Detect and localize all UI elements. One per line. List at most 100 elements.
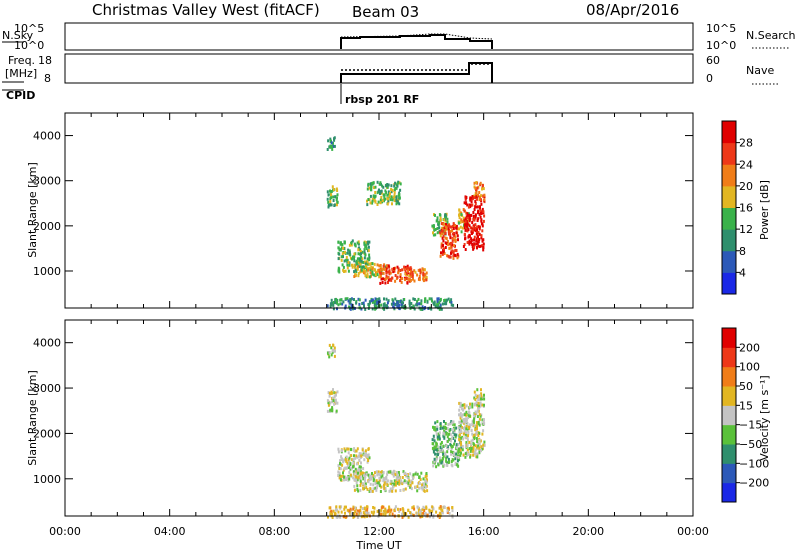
echo-cell (361, 257, 364, 261)
colorbar-tick-label: −200 (739, 477, 769, 490)
echo-cell (422, 505, 425, 509)
echo-cell (397, 198, 400, 202)
echo-cell (378, 476, 381, 480)
echo-cell (472, 421, 475, 425)
echo-cell (405, 481, 408, 485)
echo-cell (372, 194, 375, 198)
echo-cell (448, 460, 451, 464)
echo-cell (474, 393, 477, 397)
echo-cell (366, 275, 369, 279)
freq-label-line1: Freq. (8, 54, 35, 67)
echo-cell (387, 281, 389, 284)
echo-cell (439, 442, 442, 446)
echo-cell (333, 203, 336, 207)
echo-cell (353, 263, 356, 267)
echo-cell (444, 300, 447, 304)
echo-cell (439, 427, 442, 431)
echo-cell (459, 437, 462, 440)
echo-cell (362, 261, 365, 264)
echo-cell (445, 444, 448, 448)
echo-cell (440, 507, 443, 511)
echo-cell (469, 449, 472, 453)
echo-cell (353, 454, 355, 458)
echo-cell (472, 453, 475, 457)
echo-cell (357, 515, 360, 519)
echo-cell (374, 185, 377, 189)
echo-cell (404, 269, 407, 273)
echo-cell (462, 432, 465, 436)
echo-cell (347, 461, 350, 465)
echo-cell (481, 397, 484, 401)
nsky-trace (340, 34, 493, 49)
echo-cell (479, 215, 482, 219)
colorbar-segment (722, 424, 736, 445)
echo-cell (329, 203, 332, 207)
echo-cell (449, 255, 452, 259)
echo-cell (396, 265, 399, 269)
echo-cell (377, 481, 380, 485)
echo-cell (458, 437, 461, 441)
echo-cell (384, 476, 387, 480)
echo-cell (340, 255, 343, 259)
x-tick-label: 16:00 (468, 525, 500, 538)
echo-cell (376, 273, 379, 277)
echo-cell (418, 278, 421, 282)
echo-cell (462, 427, 465, 430)
echo-cell (418, 486, 421, 490)
echo-cell (421, 507, 424, 511)
echo-cell (468, 224, 471, 228)
echo-cell (449, 422, 452, 426)
echo-cell (356, 484, 359, 488)
echo-cell (380, 189, 383, 193)
echo-cell (433, 439, 436, 443)
echo-cell (396, 477, 399, 481)
echo-cell (362, 265, 365, 269)
echo-cell (408, 274, 411, 278)
echo-cell (449, 236, 452, 240)
echo-cell (404, 265, 407, 269)
colorbar-segment (722, 444, 736, 464)
echo-cell (360, 252, 363, 256)
echo-cell (443, 505, 446, 509)
echo-cell (378, 484, 381, 488)
echo-cell (332, 195, 335, 199)
echo-cell (452, 232, 454, 236)
echo-cell (458, 408, 461, 412)
echo-cell (398, 482, 401, 486)
echo-cell (442, 244, 444, 247)
echo-cell (447, 457, 450, 461)
echo-cell (476, 193, 479, 197)
echo-cell (445, 432, 448, 436)
echo-cell (438, 437, 441, 441)
echo-cell (450, 298, 453, 302)
echo-cell (409, 485, 412, 489)
echo-cell (381, 184, 384, 188)
echo-cell (381, 474, 384, 478)
echo-cell (373, 510, 376, 514)
echo-cell (364, 262, 367, 266)
echo-cell (334, 512, 337, 516)
echo-cell (366, 257, 369, 261)
echo-cell (451, 509, 454, 513)
echo-cell (472, 434, 475, 438)
echo-cell (463, 209, 466, 213)
echo-cell (374, 471, 376, 475)
echo-cell (331, 409, 334, 413)
echo-cell (454, 439, 456, 443)
x-tick-label: 00:00 (49, 525, 81, 538)
echo-cell (330, 141, 333, 145)
echo-cell (460, 213, 463, 216)
echo-cell (354, 243, 357, 247)
echo-cell (481, 403, 484, 407)
echo-cell (465, 417, 468, 421)
echo-cell (453, 429, 456, 433)
echo-cell (440, 226, 443, 230)
echo-cell (478, 212, 481, 216)
echo-cell (401, 305, 404, 309)
echo-cell (376, 263, 379, 267)
echo-cell (329, 197, 332, 201)
echo-cell (458, 458, 461, 462)
echo-cell (401, 512, 404, 516)
echo-cell (351, 265, 354, 269)
echo-cell (327, 193, 330, 197)
